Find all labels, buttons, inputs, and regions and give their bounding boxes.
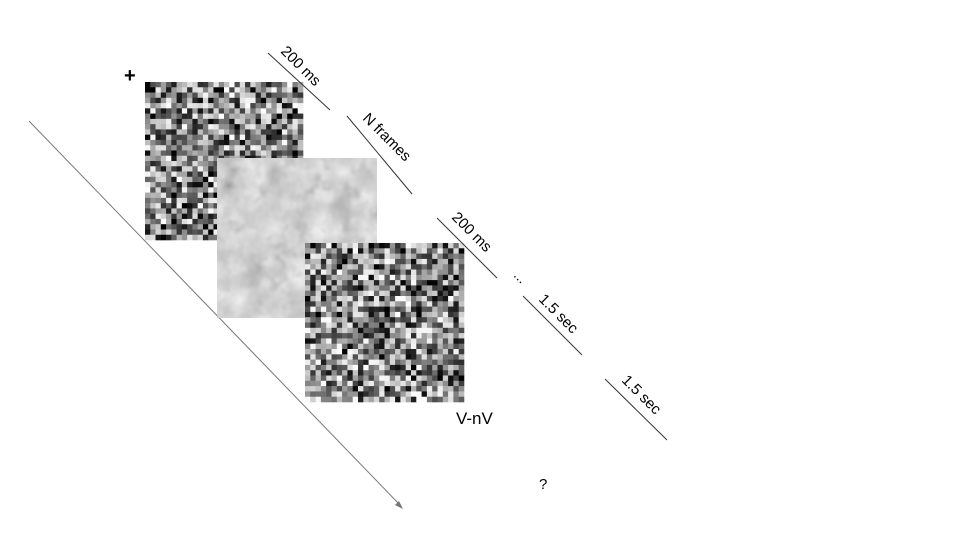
tick-1-5-sec-first — [522, 295, 583, 356]
time-arrow — [28, 120, 403, 509]
timeline-ticks — [267, 52, 668, 441]
label-1-5-sec-first: 1.5 sec — [535, 291, 582, 338]
tick-n-frames — [346, 115, 413, 195]
noise-mask-second — [305, 243, 465, 403]
label-n-frames: N frames — [359, 110, 414, 165]
tick-1-5-sec-second — [604, 378, 668, 441]
tick-200ms-second — [436, 217, 498, 279]
time-arrow-head-icon — [395, 501, 403, 509]
label-1-5-sec-second: 1.5 sec — [618, 372, 665, 419]
fixation-cross: + — [124, 65, 136, 87]
time-arrow-shaft — [28, 120, 402, 507]
condition-label: V-nV — [456, 409, 494, 428]
label-ellipsis: ... — [511, 267, 531, 287]
question-mark: ? — [539, 476, 547, 493]
tick-200ms-first — [267, 52, 331, 111]
